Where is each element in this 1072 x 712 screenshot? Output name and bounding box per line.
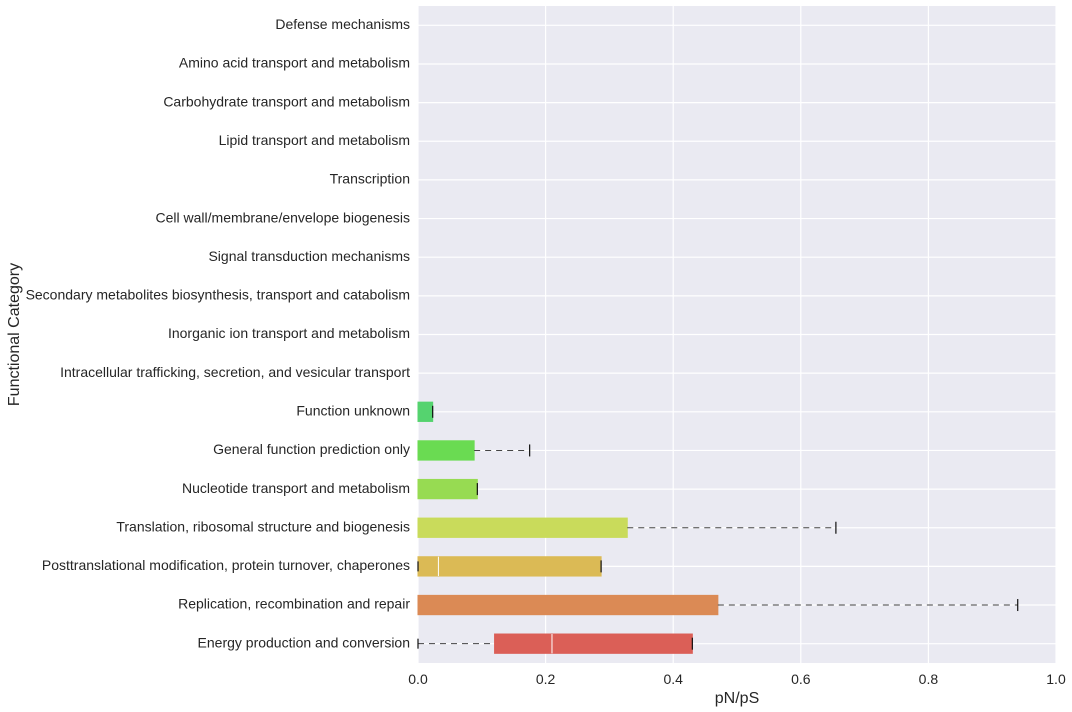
y-tick-label: Carbohydrate transport and metabolism	[163, 93, 410, 109]
box-group	[417, 478, 478, 500]
x-tick-label: 0.0	[408, 671, 428, 687]
y-tick-label: Defense mechanisms	[275, 16, 410, 32]
y-tick-label: General function prediction only	[213, 441, 410, 457]
y-tick-labels: Defense mechanisms Amino acid transport a…	[26, 16, 411, 650]
x-tick-label: 0.8	[919, 671, 939, 687]
y-tick-label: Secondary metabolites biosynthesis, tran…	[26, 287, 410, 303]
y-tick-label: Nucleotide transport and metabolism	[182, 480, 410, 496]
box-group	[417, 594, 1019, 616]
x-axis-label: pN/pS	[715, 690, 759, 707]
y-tick-label: Signal transduction mechanisms	[208, 248, 410, 264]
x-tick-labels: 0.0 0.2 0.4 0.6 0.8 1.0	[408, 671, 1066, 687]
y-tick-label: Translation, ribosomal structure and bio…	[116, 518, 410, 534]
box-group	[417, 401, 434, 422]
y-tick-label: Transcription	[330, 171, 410, 187]
y-tick-label: Inorganic ion transport and metabolism	[168, 325, 410, 341]
x-tick-label: 0.6	[791, 671, 811, 687]
box-bar	[417, 517, 628, 538]
y-tick-label: Amino acid transport and metabolism	[179, 55, 410, 71]
box-group	[417, 517, 837, 538]
y-tick-label: Energy production and conversion	[198, 634, 410, 650]
y-tick-label: Intracellular trafficking, secretion, an…	[60, 364, 410, 380]
box-group	[417, 556, 602, 577]
chart-marks	[417, 401, 1019, 654]
box-bar	[417, 440, 475, 461]
box-group	[417, 633, 693, 654]
y-tick-label: Replication, recombination and repair	[178, 596, 410, 612]
grid-lines	[417, 6, 1057, 663]
x-tick-label: 1.0	[1046, 671, 1066, 687]
y-axis-label: Functional Category	[6, 263, 23, 406]
y-tick-label: Cell wall/membrane/envelope biogenesis	[156, 209, 410, 225]
box-bar	[494, 633, 693, 654]
y-tick-label: Lipid transport and metabolism	[219, 132, 410, 148]
box-bar	[417, 594, 719, 616]
y-tick-label: Posttranslational modification, protein …	[42, 557, 410, 573]
box-group	[417, 440, 531, 461]
x-tick-label: 0.2	[536, 671, 556, 687]
box-bar	[417, 478, 478, 500]
box-bar	[417, 556, 602, 577]
x-tick-label: 0.4	[663, 671, 683, 687]
box-bar	[417, 401, 434, 422]
y-tick-label: Function unknown	[296, 402, 410, 418]
